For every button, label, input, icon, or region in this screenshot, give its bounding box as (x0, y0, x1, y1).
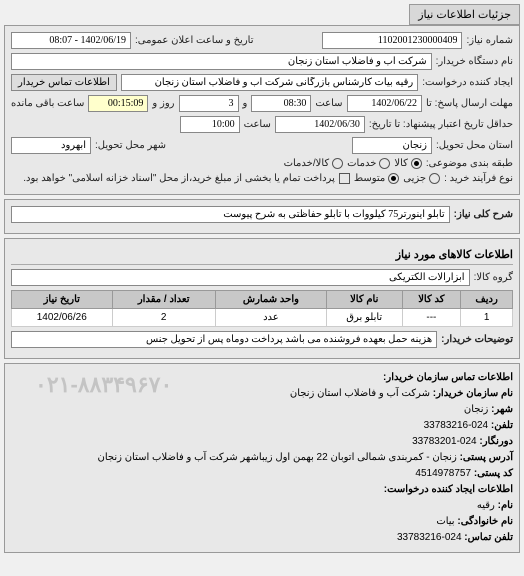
cell-code: --- (402, 309, 461, 327)
contact-city-label: شهر: (491, 404, 513, 415)
family-value: بیات (436, 516, 454, 527)
goods-section: اطلاعات کالاهای مورد نیاز گروه کالا: ردی… (4, 238, 520, 359)
name-label: نام: (498, 500, 513, 511)
req-title: اطلاعات ایجاد کننده درخواست: (11, 482, 513, 498)
validity-date-input[interactable] (275, 116, 365, 133)
province-input[interactable] (352, 137, 432, 154)
announce-input[interactable] (11, 32, 131, 49)
cat-both-radio[interactable]: کالا/خدمات (284, 158, 344, 169)
time-label-1: ساعت (315, 98, 342, 109)
org-value: شرکت آب و فاضلاب استان زنجان (290, 388, 430, 399)
name-value: رقیه (477, 500, 495, 511)
requester-label: ایجاد کننده درخواست: (422, 77, 513, 88)
contact-info-button[interactable]: اطلاعات تماس خریدار (11, 74, 117, 91)
province-label: استان محل تحویل: (436, 140, 513, 151)
col-name: نام کالا (326, 291, 402, 309)
proc-note: پرداخت تمام یا بخشی از مبلغ خرید،از محل … (23, 173, 335, 184)
cell-row: 1 (461, 309, 513, 327)
validity-label: حداقل تاریخ اعتبار پیشنهاد: تا تاریخ: (369, 119, 513, 130)
time-label-2: ساعت (244, 119, 271, 130)
post-value: 4514978757 (415, 468, 471, 479)
contact-section: ۰۲۱-۸۸۳۴۹۶۷۰ اطلاعات تماس سازمان خریدار:… (4, 363, 520, 553)
request-no-input[interactable] (322, 32, 462, 49)
table-row[interactable]: 1 --- تابلو برق عدد 2 1402/06/26 (12, 309, 513, 327)
goods-table: ردیف کد کالا نام کالا واحد شمارش تعداد /… (11, 290, 513, 327)
fax-value: 024-33783201 (412, 436, 477, 447)
cell-date: 1402/06/26 (12, 309, 113, 327)
tel-label: تلفن: (491, 420, 513, 431)
buyer-note-label: توضیحات خریدار: (441, 334, 513, 345)
col-code: کد کالا (402, 291, 461, 309)
deadline-time-input[interactable] (251, 95, 311, 112)
treasury-checkbox[interactable] (339, 173, 350, 184)
category-label: طبقه بندی موضوعی: (426, 158, 513, 169)
addr-value: زنجان - کمربندی شمالی اتوبان 22 بهمن اول… (97, 452, 456, 463)
buyer-label: نام دستگاه خریدار: (436, 56, 513, 67)
addr-label: آدرس پستی: (460, 452, 513, 463)
col-row: ردیف (461, 291, 513, 309)
announce-label: تاریخ و ساعت اعلان عمومی: (135, 35, 254, 46)
remaining-label: ساعت باقی مانده (11, 98, 84, 109)
contact-city-value: زنجان (464, 404, 488, 415)
buyer-note-input[interactable] (11, 331, 437, 348)
desc-input[interactable] (11, 206, 450, 223)
requester-input[interactable] (121, 74, 418, 91)
col-qty: تعداد / مقدار (112, 291, 215, 309)
deadline-date-input[interactable] (347, 95, 422, 112)
cell-name: تابلو برق (326, 309, 402, 327)
city-label: شهر محل تحویل: (95, 140, 166, 151)
buyer-input[interactable] (11, 53, 432, 70)
days-label: روز و (152, 98, 174, 109)
group-label: گروه کالا: (474, 272, 513, 283)
desc-label: شرح کلی نیاز: (454, 209, 513, 220)
city-input[interactable] (11, 137, 91, 154)
req-tel-label: تلفن تماس: (464, 532, 513, 543)
fax-label: دورنگار: (479, 436, 513, 447)
request-no-label: شماره نیاز: (466, 35, 513, 46)
col-date: تاریخ نیاز (12, 291, 113, 309)
goods-title: اطلاعات کالاهای مورد نیاز (11, 245, 513, 265)
tel-value: 024-33783216 (424, 420, 489, 431)
days-input[interactable] (179, 95, 239, 112)
cell-unit: عدد (215, 309, 326, 327)
process-label: نوع فرآیند خرید : (444, 173, 513, 184)
main-form-section: شماره نیاز: تاریخ و ساعت اعلان عمومی: نا… (4, 25, 520, 195)
days-sep: و (243, 98, 248, 109)
org-label: نام سازمان خریدار: (433, 388, 513, 399)
validity-time-input[interactable] (180, 116, 240, 133)
description-section: شرح کلی نیاز: (4, 199, 520, 234)
contact-title: اطلاعات تماس سازمان خریدار: (11, 370, 513, 386)
remaining-time-input (88, 95, 148, 112)
proc-partial-radio[interactable]: جزیی (403, 173, 440, 184)
col-unit: واحد شمارش (215, 291, 326, 309)
proc-medium-radio[interactable]: متوسط (354, 173, 399, 184)
deadline-label: مهلت ارسال پاسخ: تا (426, 98, 513, 109)
post-label: کد پستی: (474, 468, 513, 479)
group-input[interactable] (11, 269, 470, 286)
req-tel-value: 024-33783216 (397, 532, 462, 543)
family-label: نام خانوادگی: (457, 516, 513, 527)
cat-kala-radio[interactable]: کالا (394, 158, 422, 169)
cat-khadamat-radio[interactable]: خدمات (347, 158, 390, 169)
details-tab[interactable]: جزئیات اطلاعات نیاز (409, 4, 520, 25)
cell-qty: 2 (112, 309, 215, 327)
